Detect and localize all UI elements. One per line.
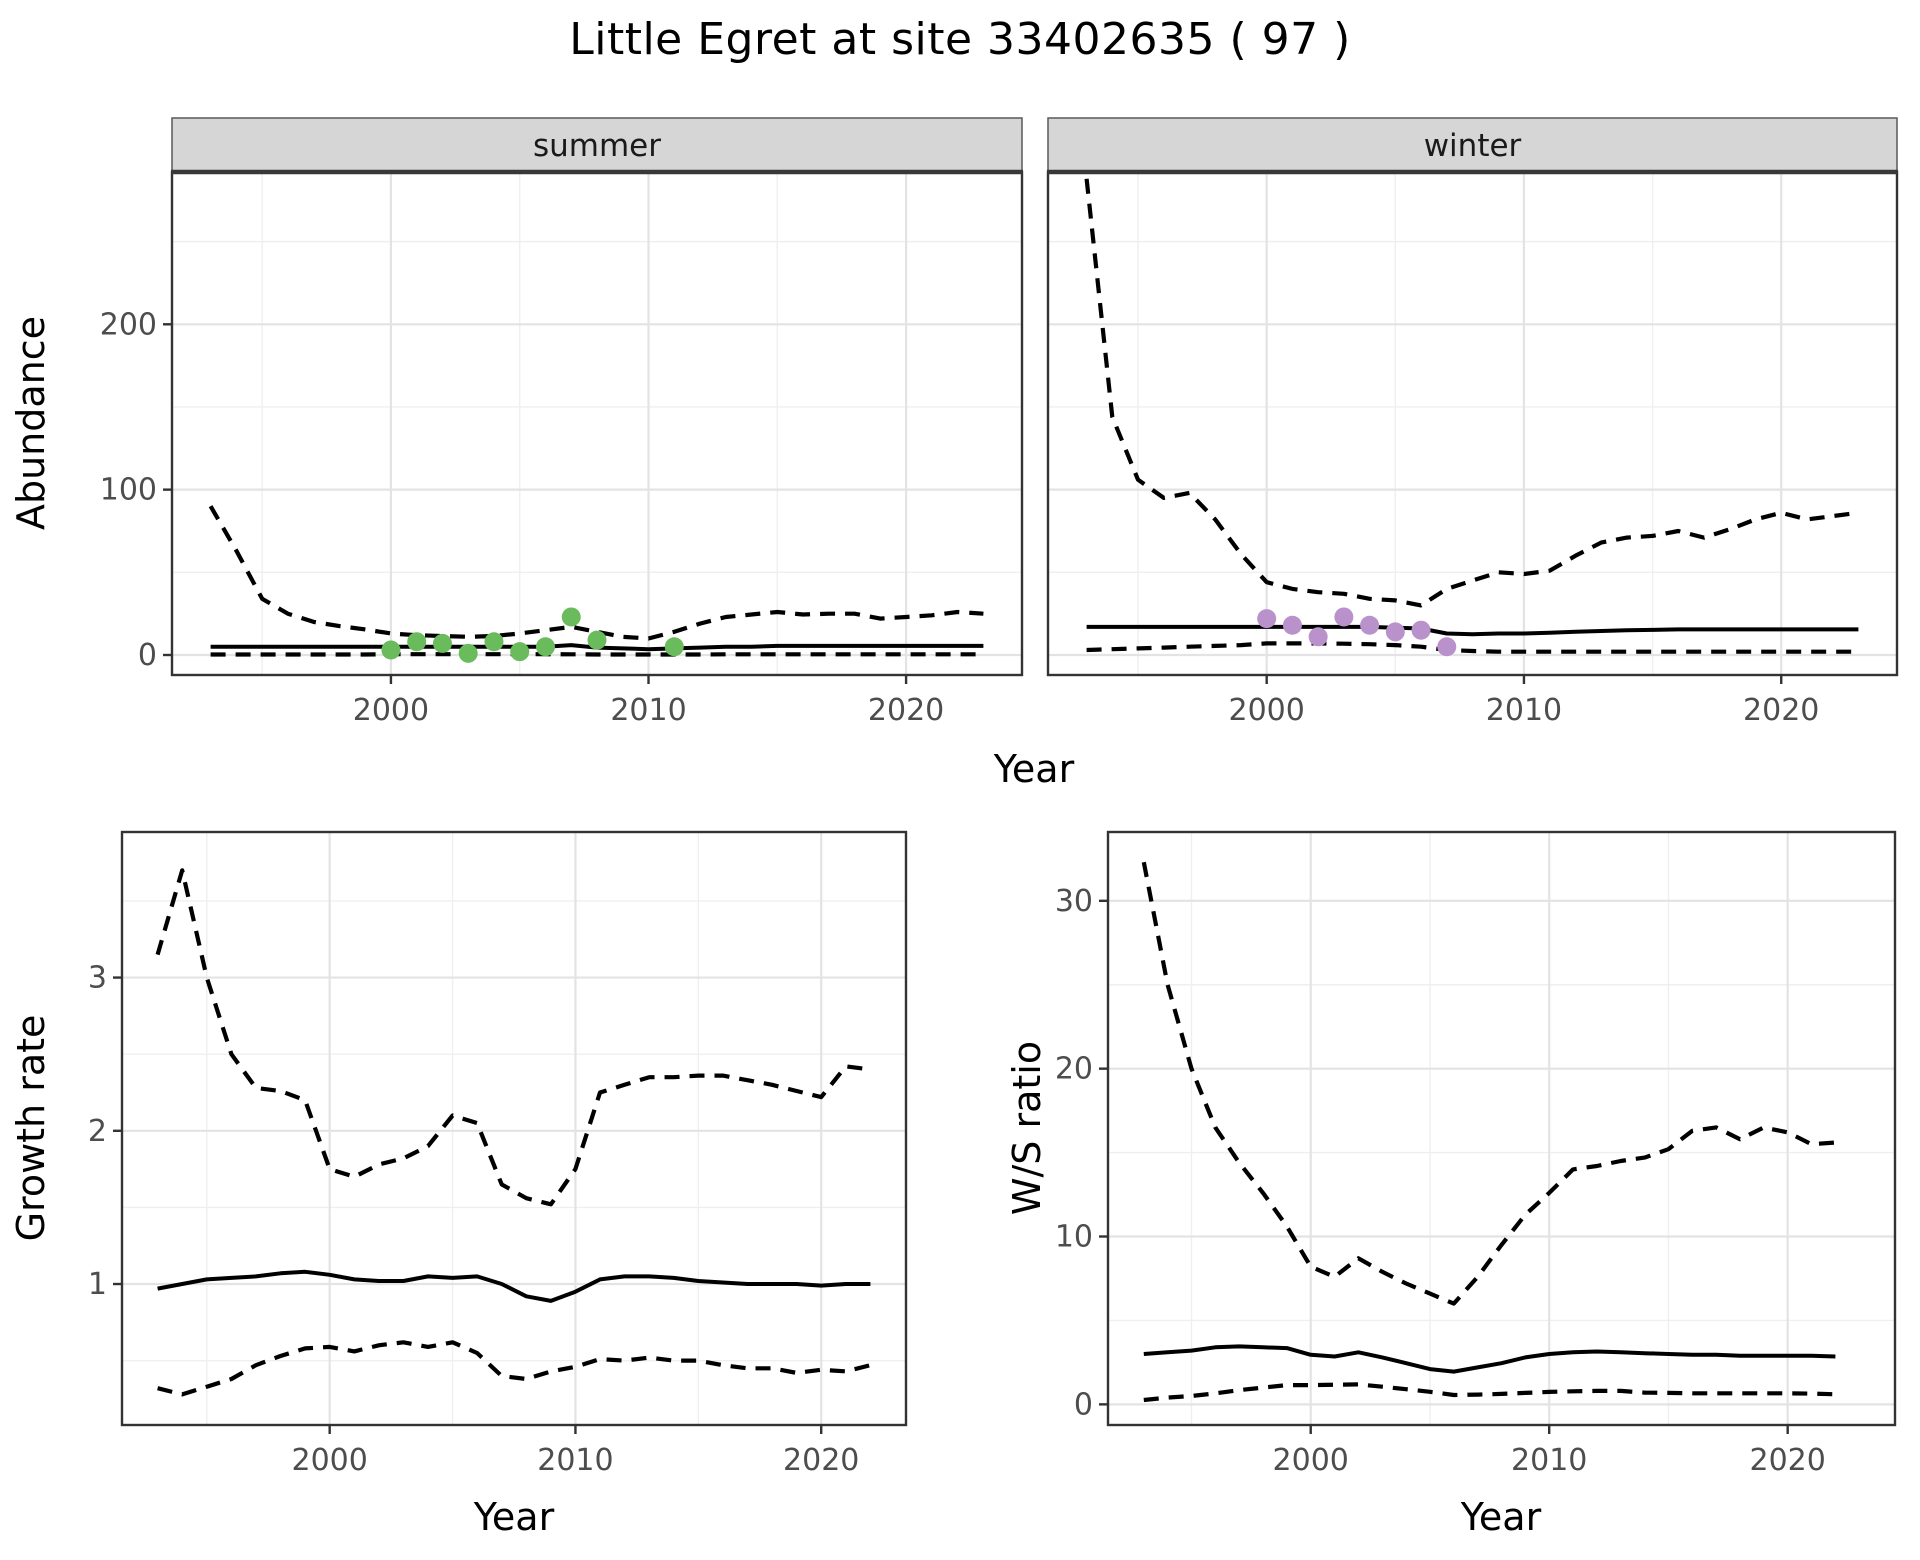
abundance-summer-upper_ci-line: [208, 505, 984, 641]
panel-abundance-summer: summer 2000 2010 2020 0 100 200: [100, 117, 1024, 728]
y-tick-label: 2: [88, 1114, 107, 1149]
panel-border: [1106, 830, 1897, 1427]
bottom-left-x-axis-title: Year: [473, 1495, 555, 1539]
panel-ws-ratio: 2000 2010 2020 0 10 20 30: [1055, 830, 1897, 1478]
y-tick-label: 200: [100, 307, 157, 342]
series-group: [1084, 178, 1859, 657]
facet-strip-label: summer: [533, 128, 661, 164]
abundance-winter-observation-point-2007: [1437, 637, 1457, 657]
bottom-left-y-axis-title: Growth rate: [9, 1015, 53, 1242]
ws-ratio-median-line: [1143, 1344, 1836, 1374]
x-tick-label: 2020: [783, 1443, 859, 1478]
abundance-summer-observation-point-2004: [484, 632, 504, 652]
x-tick-label: 2010: [1486, 693, 1562, 728]
x-tick-label: 2000: [353, 693, 429, 728]
series-group: [208, 505, 984, 663]
y-tick-label: 30: [1055, 884, 1093, 919]
x-tick-label: 2000: [1273, 1443, 1349, 1478]
abundance-summer-observation-point-2005: [510, 642, 530, 662]
growth-rate-median-line: [157, 1269, 871, 1303]
abundance-winter-observation-point-2002: [1308, 627, 1328, 647]
y-tick-label: 3: [88, 961, 107, 996]
abundance-winter-upper_ci-line: [1084, 178, 1859, 608]
panel-border: [1046, 170, 1899, 677]
x-tick-label: 2000: [291, 1443, 367, 1478]
series-group: [155, 868, 871, 1397]
top-x-axis-title: Year: [993, 747, 1075, 791]
y-tick-label: 20: [1055, 1052, 1093, 1087]
abundance-summer-observation-point-2006: [535, 637, 555, 657]
bottom-right-x-axis-title: Year: [1460, 1495, 1542, 1539]
series-group: [1141, 861, 1836, 1403]
abundance-winter-observation-point-2006: [1411, 620, 1431, 640]
abundance-winter-lower_ci-line: [1086, 641, 1859, 654]
x-tick-label: 2020: [1743, 693, 1819, 728]
x-tick-label: 2020: [1750, 1443, 1826, 1478]
abundance-winter-observation-point-2003: [1334, 607, 1354, 627]
abundance-summer-observation-point-2011: [664, 637, 684, 657]
y-tick-label: 0: [138, 638, 157, 673]
x-tick-label: 2010: [610, 693, 686, 728]
abundance-winter-median-line: [1086, 624, 1859, 637]
panel-border: [170, 170, 1024, 677]
abundance-summer-observation-point-2003: [458, 643, 478, 663]
abundance-summer-observation-point-2008: [587, 630, 607, 650]
abundance-winter-observation-point-2000: [1257, 609, 1277, 629]
abundance-winter-observation-point-2004: [1360, 615, 1380, 635]
growth-rate-upper_ci-line: [155, 868, 871, 1207]
x-tick-label: 2010: [537, 1443, 613, 1478]
panel-growth-rate: 2000 2010 2020 1 2 3: [88, 830, 908, 1478]
abundance-summer-observation-point-2000: [381, 640, 401, 660]
y-tick-label: 100: [100, 473, 157, 508]
abundance-winter-observation-point-2005: [1385, 622, 1405, 642]
ws-ratio-lower_ci-line: [1143, 1382, 1836, 1403]
y-tick-label: 10: [1055, 1220, 1093, 1255]
x-tick-label: 2000: [1229, 693, 1305, 728]
y-tick-label: 1: [88, 1267, 107, 1302]
growth-rate-lower_ci-line: [157, 1340, 871, 1397]
abundance-summer-observation-point-2007: [561, 607, 581, 627]
x-tick-label: 2020: [868, 693, 944, 728]
panel-abundance-winter: winter 2000 2010 2020: [1046, 117, 1899, 728]
abundance-winter-observation-point-2001: [1282, 615, 1302, 635]
panel-border: [120, 830, 908, 1427]
y-tick-label: 0: [1074, 1387, 1093, 1422]
ws-ratio-upper_ci-line: [1141, 861, 1836, 1306]
bottom-right-y-axis-title: W/S ratio: [1005, 1041, 1049, 1215]
x-tick-label: 2010: [1511, 1443, 1587, 1478]
abundance-summer-observation-point-2001: [407, 632, 427, 652]
chart-title: Little Egret at site 33402635 ( 97 ): [569, 14, 1351, 65]
abundance-summer-observation-point-2002: [432, 633, 452, 653]
facet-strip-label: winter: [1424, 128, 1522, 164]
top-y-axis-title: Abundance: [9, 316, 53, 530]
